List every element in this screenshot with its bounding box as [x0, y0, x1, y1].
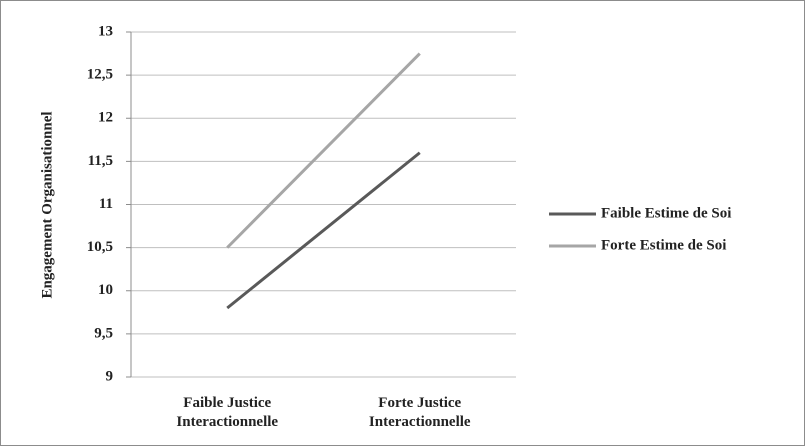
series-line: [226, 52, 421, 249]
y-tick-label: 12,5: [87, 67, 113, 83]
y-tick-label: 10: [98, 282, 113, 298]
y-tick-label: 10,5: [87, 239, 113, 255]
legend-label: Faible Estime de Soi: [601, 205, 731, 221]
x-tick-label: Forte Justice Interactionnelle: [368, 395, 471, 430]
y-tick-label: 9: [106, 368, 114, 384]
y-tick-label: 13: [98, 23, 113, 39]
y-tick-label: 9,5: [94, 325, 113, 341]
legend-label: Forte Estime de Soi: [601, 237, 726, 253]
y-tick-label: 11,5: [88, 153, 113, 169]
y-axis-label: Engagement Organisationnel: [39, 111, 55, 298]
y-tick-label: 11: [99, 196, 113, 212]
x-tick-label: Faible Justice Interactionnelle: [176, 395, 279, 430]
y-tick-label: 12: [98, 110, 113, 126]
series-line: [226, 151, 421, 310]
